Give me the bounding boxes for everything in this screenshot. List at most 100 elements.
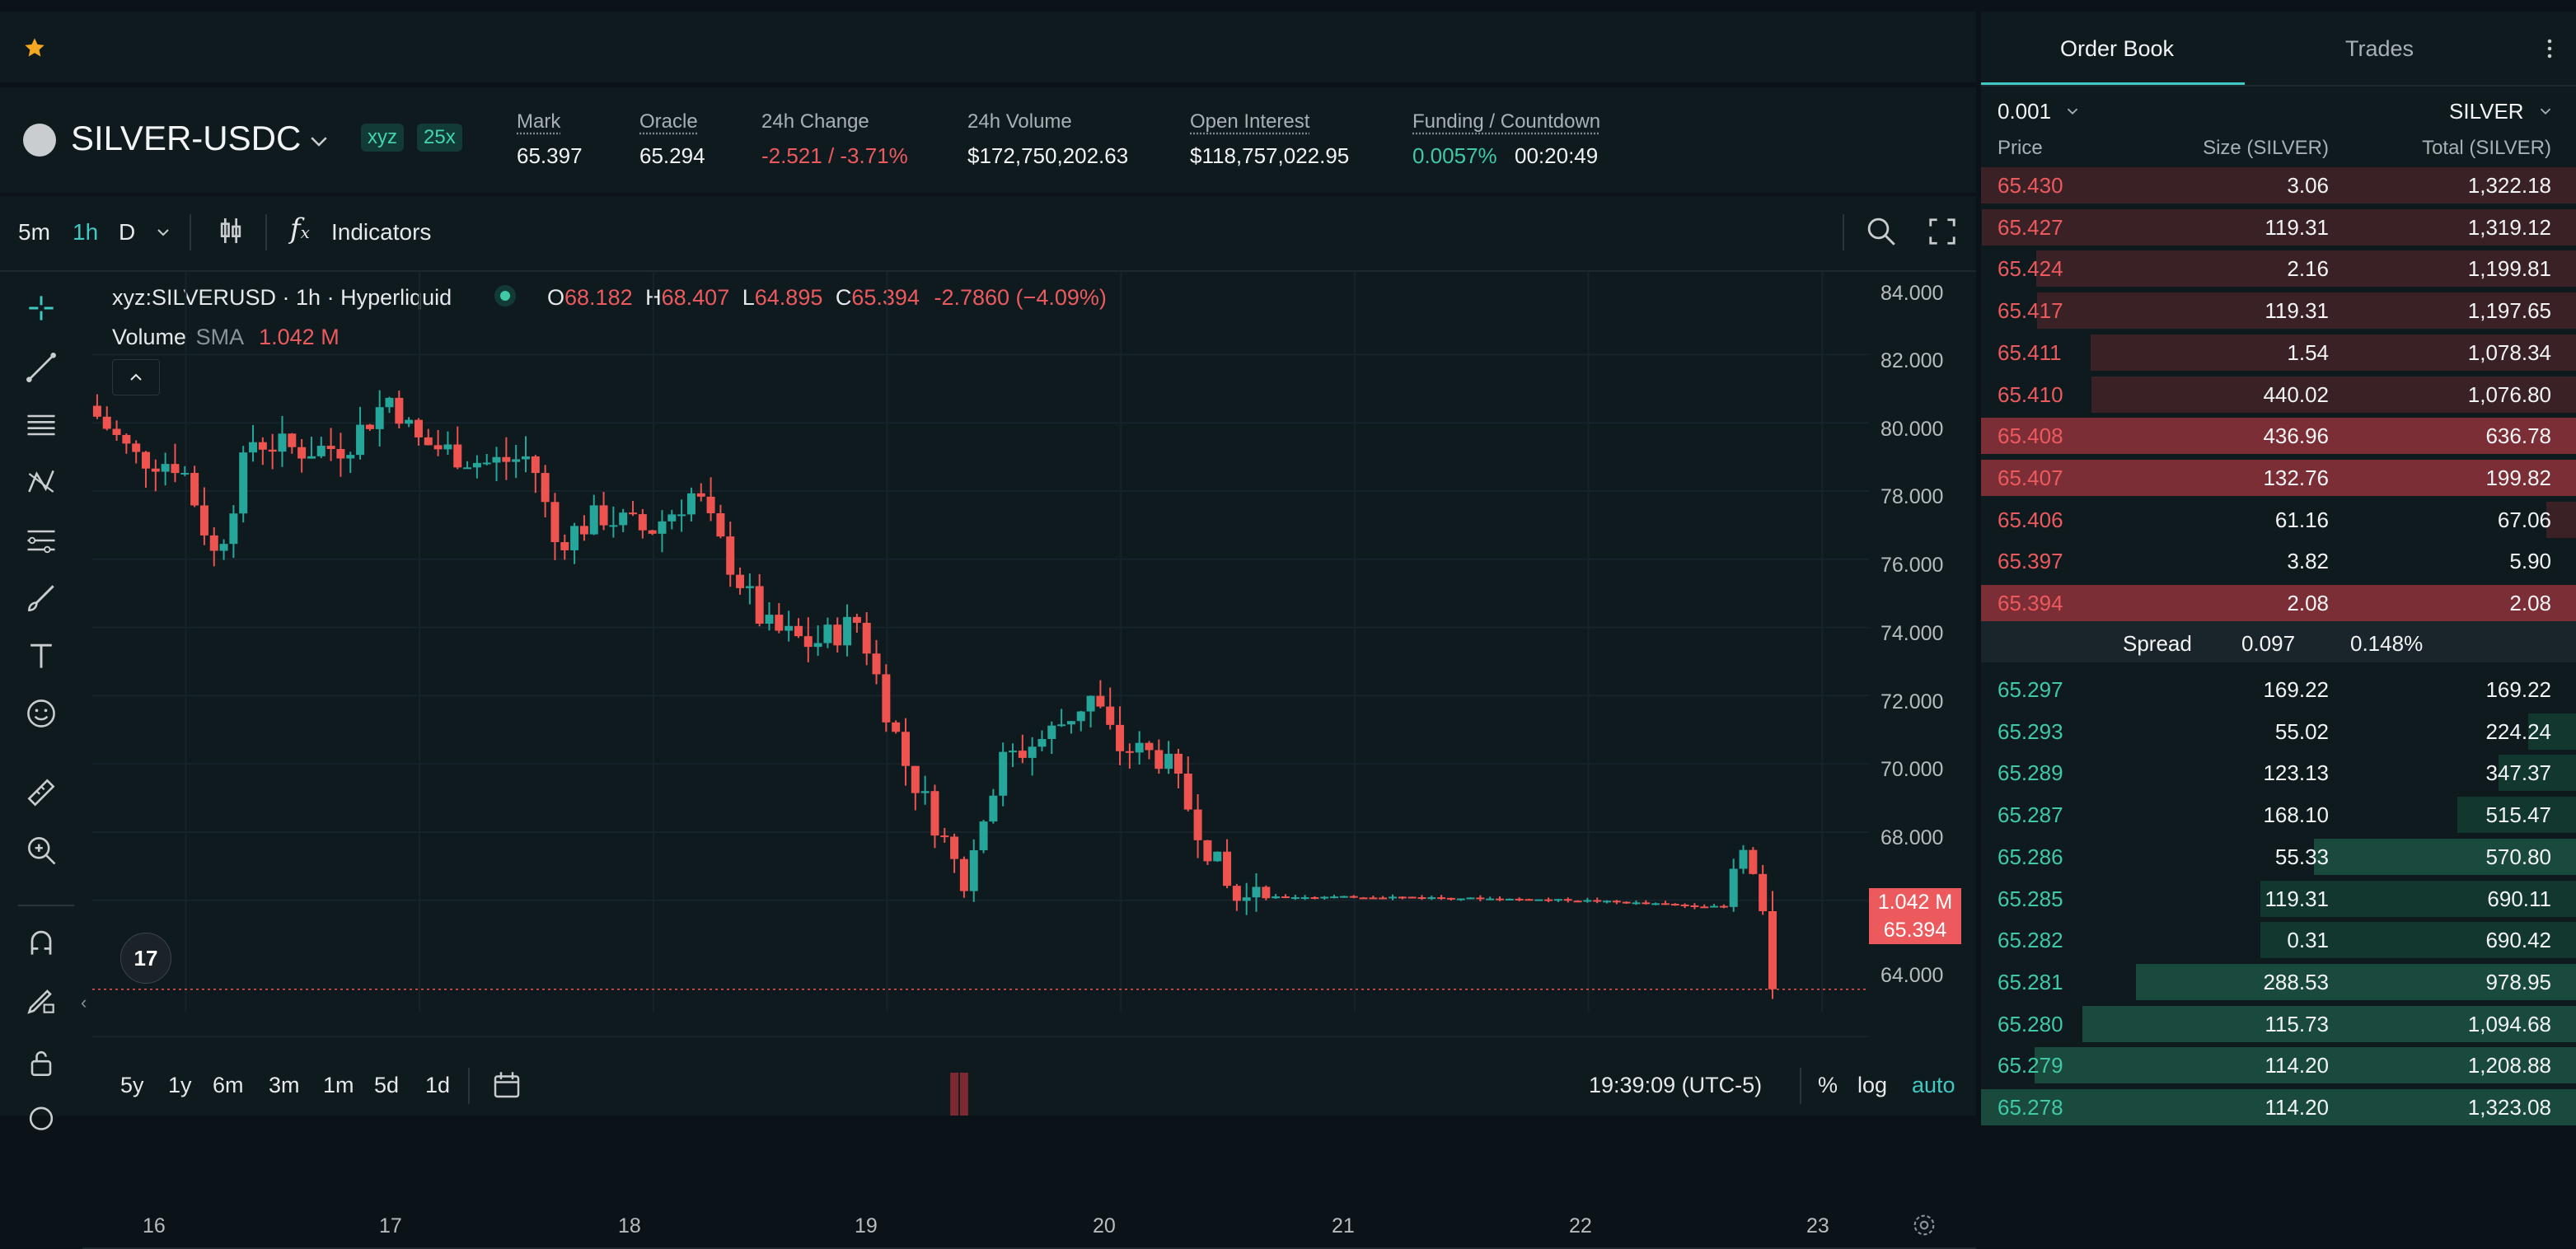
candle-body	[726, 536, 735, 575]
order-book-panel: Order Book Trades 0.001 SILVER Price Siz…	[1981, 12, 2576, 1125]
interval-5m[interactable]: 5m	[18, 219, 50, 245]
candle-body	[1076, 711, 1085, 722]
order-price: 65.411	[1998, 339, 2062, 365]
symbol-selector[interactable]: SILVER-USDC	[71, 119, 302, 157]
candle-type-icon[interactable]	[214, 214, 247, 251]
bid-row[interactable]: 65.280 115.73 1,094.68	[1981, 1003, 2576, 1045]
last-price-label: 65.394	[1869, 916, 1961, 944]
tab-trades[interactable]: Trades	[2345, 36, 2414, 61]
open-interest-value: $118,757,022.95	[1190, 143, 1350, 168]
bid-row[interactable]: 65.297 169.22 169.22	[1981, 669, 2576, 710]
ask-row[interactable]: 65.408 436.96 636.78	[1981, 415, 2576, 456]
tick-size-select[interactable]: 0.001	[1998, 99, 2052, 124]
depth-bar	[2135, 963, 2576, 1000]
candle-body	[1690, 905, 1699, 907]
fullscreen-icon[interactable]	[1927, 216, 1958, 251]
candle-body	[892, 722, 901, 732]
indicators-icon[interactable]: fx	[290, 213, 310, 246]
collapse-legend-button[interactable]	[112, 359, 160, 395]
ask-row[interactable]: 65.411 1.54 1,078.34	[1981, 332, 2576, 373]
bid-row[interactable]: 65.289 123.13 347.37	[1981, 752, 2576, 793]
candle-body	[813, 643, 822, 648]
ask-row[interactable]: 65.410 440.02 1,076.80	[1981, 374, 2576, 415]
collapse-toolbar-icon[interactable]: ‹	[81, 992, 87, 1013]
candle-body	[142, 451, 151, 469]
bid-row[interactable]: 65.286 55.33 570.80	[1981, 836, 2576, 877]
candle-body	[132, 443, 141, 452]
order-price: 65.410	[1998, 381, 2063, 407]
bid-row[interactable]: 65.278 114.20 1,323.08	[1981, 1087, 2576, 1128]
candle-body	[433, 445, 443, 450]
x-tick: 18	[618, 1214, 641, 1237]
bid-row[interactable]: 65.285 119.31 690.11	[1981, 878, 2576, 919]
ask-row[interactable]: 65.430 3.06 1,322.18	[1981, 165, 2576, 206]
bid-row[interactable]: 65.279 114.20 1,208.88	[1981, 1045, 2576, 1086]
star-icon[interactable]	[23, 36, 46, 59]
range-5d[interactable]: 5d	[374, 1073, 400, 1097]
bid-row[interactable]: 65.282 0.31 690.42	[1981, 919, 2576, 961]
chevron-down-icon[interactable]	[307, 129, 331, 157]
candle-body	[706, 496, 715, 513]
range-1y[interactable]: 1y	[168, 1073, 192, 1097]
order-price: 65.430	[1998, 173, 2063, 198]
percent-toggle[interactable]: %	[1818, 1073, 1838, 1097]
brush-icon[interactable]	[23, 580, 59, 616]
ruler-icon[interactable]	[23, 774, 59, 811]
candle-body	[336, 449, 345, 459]
crosshair-icon[interactable]	[23, 290, 59, 326]
edit-lock-icon[interactable]	[23, 982, 59, 1018]
more-options-icon[interactable]	[2541, 36, 2558, 61]
range-1d[interactable]: 1d	[425, 1073, 451, 1097]
range-5y[interactable]: 5y	[120, 1073, 144, 1097]
unit-select[interactable]: SILVER	[2449, 99, 2524, 124]
ask-row[interactable]: 65.417 119.31 1,197.65	[1981, 290, 2576, 331]
horizontal-lines-icon[interactable]	[23, 407, 59, 443]
magnet-icon[interactable]	[23, 924, 59, 961]
candle-body	[930, 791, 939, 836]
interval-d[interactable]: D	[119, 219, 136, 245]
order-price: 65.286	[1998, 844, 2063, 869]
candle-body	[550, 502, 560, 543]
clock-time[interactable]: 19:39:09 (UTC-5)	[1589, 1073, 1763, 1097]
unit-chevron-icon[interactable]	[2536, 102, 2555, 124]
legend-change: -2.7860 (−4.09%)	[934, 285, 1107, 310]
range-6m[interactable]: 6m	[213, 1073, 244, 1097]
range-1m[interactable]: 1m	[323, 1073, 354, 1097]
candle-body	[395, 397, 404, 424]
ask-row[interactable]: 65.424 2.16 1,199.81	[1981, 248, 2576, 289]
ask-row[interactable]: 65.407 132.76 199.82	[1981, 457, 2576, 498]
ask-row[interactable]: 65.397 3.82 5.90	[1981, 540, 2576, 582]
bid-row[interactable]: 65.281 288.53 978.95	[1981, 961, 2576, 1003]
tick-size-chevron-icon[interactable]	[2063, 102, 2082, 124]
bid-row[interactable]: 65.287 168.10 515.47	[1981, 794, 2576, 835]
candle-body	[1359, 897, 1368, 900]
candle-body	[1047, 725, 1056, 739]
range-3m[interactable]: 3m	[269, 1073, 300, 1097]
pattern-icon[interactable]	[23, 465, 59, 501]
chart-settings-icon[interactable]	[1910, 1211, 1938, 1243]
ask-row[interactable]: 65.427 119.31 1,319.12	[1981, 207, 2576, 248]
candlestick-chart[interactable]	[0, 196, 1976, 1116]
goto-date-icon[interactable]	[489, 1068, 524, 1106]
lock-icon[interactable]	[23, 1045, 59, 1081]
candle-body	[648, 530, 657, 534]
emoji-icon[interactable]	[23, 695, 59, 732]
fib-icon[interactable]	[23, 522, 59, 559]
log-toggle[interactable]: log	[1857, 1073, 1888, 1097]
trend-line-icon[interactable]	[23, 349, 59, 386]
interval-chevron-icon[interactable]	[153, 222, 173, 246]
quick-search-icon[interactable]	[1864, 214, 1899, 253]
ask-row[interactable]: 65.406 61.16 67.06	[1981, 499, 2576, 540]
depth-bar	[2091, 376, 2576, 413]
bid-row[interactable]: 65.293 55.02 224.24	[1981, 711, 2576, 752]
interval-1h[interactable]: 1h	[73, 219, 99, 245]
candle-body	[1427, 897, 1436, 900]
tab-order-book[interactable]: Order Book	[2060, 36, 2175, 61]
indicators-button[interactable]: Indicators	[331, 219, 432, 245]
order-price: 65.287	[1998, 802, 2063, 828]
auto-toggle[interactable]: auto	[1912, 1073, 1955, 1097]
text-icon[interactable]	[23, 638, 59, 674]
ask-row[interactable]: 65.394 2.08 2.08	[1981, 582, 2576, 624]
zoom-in-icon[interactable]	[23, 832, 59, 868]
order-total: 1,319.12	[2467, 214, 2551, 240]
